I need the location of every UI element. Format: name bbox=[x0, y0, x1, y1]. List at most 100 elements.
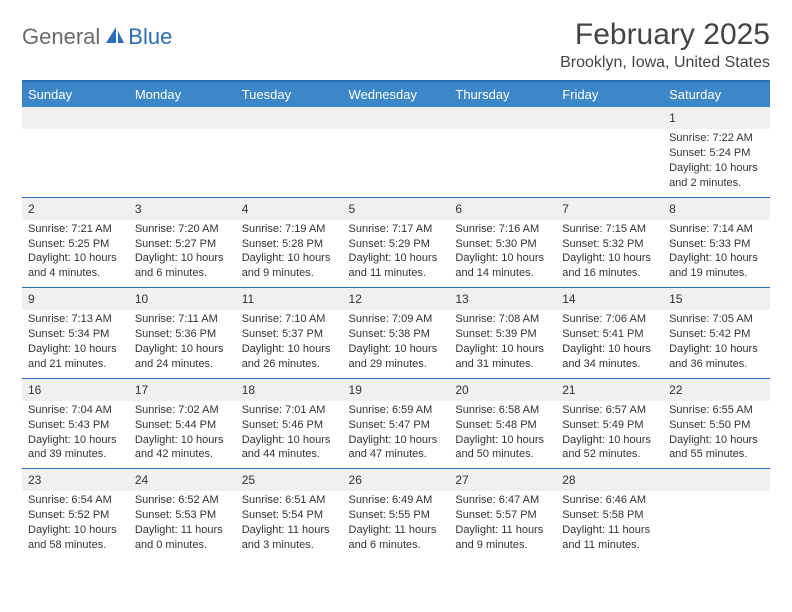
sunrise-line: Sunrise: 6:54 AM bbox=[28, 493, 123, 508]
daylight-line: Daylight: 11 hours and 0 minutes. bbox=[135, 523, 230, 553]
sunset-line: Sunset: 5:50 PM bbox=[669, 418, 764, 433]
day-detail-cell bbox=[236, 129, 343, 197]
logo-text-blue: Blue bbox=[128, 24, 172, 50]
sunset-line: Sunset: 5:41 PM bbox=[562, 327, 657, 342]
calendar-table: Sunday Monday Tuesday Wednesday Thursday… bbox=[22, 80, 770, 559]
day-number-cell: 4 bbox=[236, 197, 343, 220]
day-detail-cell: Sunrise: 7:02 AMSunset: 5:44 PMDaylight:… bbox=[129, 401, 236, 469]
sunrise-line: Sunrise: 7:16 AM bbox=[455, 222, 550, 237]
sunset-line: Sunset: 5:46 PM bbox=[242, 418, 337, 433]
sunset-line: Sunset: 5:24 PM bbox=[669, 146, 764, 161]
daylight-line: Daylight: 10 hours and 2 minutes. bbox=[669, 161, 764, 191]
sunrise-line: Sunrise: 6:46 AM bbox=[562, 493, 657, 508]
detail-row: Sunrise: 7:13 AMSunset: 5:34 PMDaylight:… bbox=[22, 310, 770, 378]
day-number-cell: 22 bbox=[663, 378, 770, 401]
daylight-line: Daylight: 11 hours and 3 minutes. bbox=[242, 523, 337, 553]
day-number-cell bbox=[556, 107, 663, 129]
sunrise-line: Sunrise: 7:01 AM bbox=[242, 403, 337, 418]
sunrise-line: Sunrise: 6:59 AM bbox=[349, 403, 444, 418]
sunset-line: Sunset: 5:57 PM bbox=[455, 508, 550, 523]
day-number-cell: 24 bbox=[129, 469, 236, 492]
daylight-line: Daylight: 10 hours and 11 minutes. bbox=[349, 251, 444, 281]
sunset-line: Sunset: 5:54 PM bbox=[242, 508, 337, 523]
day-detail-cell bbox=[343, 129, 450, 197]
sunset-line: Sunset: 5:37 PM bbox=[242, 327, 337, 342]
day-detail-cell: Sunrise: 7:19 AMSunset: 5:28 PMDaylight:… bbox=[236, 220, 343, 288]
daylight-line: Daylight: 10 hours and 55 minutes. bbox=[669, 433, 764, 463]
sunrise-line: Sunrise: 7:11 AM bbox=[135, 312, 230, 327]
day-number-cell bbox=[129, 107, 236, 129]
day-number-cell: 6 bbox=[449, 197, 556, 220]
daylight-line: Daylight: 10 hours and 34 minutes. bbox=[562, 342, 657, 372]
sunset-line: Sunset: 5:52 PM bbox=[28, 508, 123, 523]
weekday-header: Monday bbox=[129, 81, 236, 107]
sunrise-line: Sunrise: 6:57 AM bbox=[562, 403, 657, 418]
day-number-cell: 13 bbox=[449, 288, 556, 311]
day-number-cell: 7 bbox=[556, 197, 663, 220]
day-detail-cell: Sunrise: 7:04 AMSunset: 5:43 PMDaylight:… bbox=[22, 401, 129, 469]
day-detail-cell: Sunrise: 7:15 AMSunset: 5:32 PMDaylight:… bbox=[556, 220, 663, 288]
day-number-cell bbox=[236, 107, 343, 129]
day-detail-cell bbox=[663, 491, 770, 558]
sunset-line: Sunset: 5:58 PM bbox=[562, 508, 657, 523]
daynum-row: 9101112131415 bbox=[22, 288, 770, 311]
daylight-line: Daylight: 11 hours and 6 minutes. bbox=[349, 523, 444, 553]
sunrise-line: Sunrise: 7:02 AM bbox=[135, 403, 230, 418]
day-detail-cell: Sunrise: 7:11 AMSunset: 5:36 PMDaylight:… bbox=[129, 310, 236, 378]
weekday-header: Friday bbox=[556, 81, 663, 107]
day-number-cell: 17 bbox=[129, 378, 236, 401]
day-detail-cell: Sunrise: 6:47 AMSunset: 5:57 PMDaylight:… bbox=[449, 491, 556, 558]
daylight-line: Daylight: 10 hours and 44 minutes. bbox=[242, 433, 337, 463]
day-number-cell: 26 bbox=[343, 469, 450, 492]
sunrise-line: Sunrise: 7:06 AM bbox=[562, 312, 657, 327]
daylight-line: Daylight: 10 hours and 19 minutes. bbox=[669, 251, 764, 281]
day-number-cell: 28 bbox=[556, 469, 663, 492]
day-number-cell bbox=[663, 469, 770, 492]
sunrise-line: Sunrise: 7:15 AM bbox=[562, 222, 657, 237]
day-detail-cell: Sunrise: 7:01 AMSunset: 5:46 PMDaylight:… bbox=[236, 401, 343, 469]
sunrise-line: Sunrise: 6:52 AM bbox=[135, 493, 230, 508]
title-block: February 2025 Brooklyn, Iowa, United Sta… bbox=[560, 18, 770, 72]
daylight-line: Daylight: 10 hours and 16 minutes. bbox=[562, 251, 657, 281]
logo: General Blue bbox=[22, 18, 172, 50]
sunrise-line: Sunrise: 7:08 AM bbox=[455, 312, 550, 327]
day-number-cell: 23 bbox=[22, 469, 129, 492]
sunset-line: Sunset: 5:43 PM bbox=[28, 418, 123, 433]
day-number-cell: 2 bbox=[22, 197, 129, 220]
daylight-line: Daylight: 10 hours and 26 minutes. bbox=[242, 342, 337, 372]
daylight-line: Daylight: 10 hours and 52 minutes. bbox=[562, 433, 657, 463]
sunset-line: Sunset: 5:47 PM bbox=[349, 418, 444, 433]
day-number-cell: 12 bbox=[343, 288, 450, 311]
day-detail-cell: Sunrise: 7:21 AMSunset: 5:25 PMDaylight:… bbox=[22, 220, 129, 288]
sunrise-line: Sunrise: 7:21 AM bbox=[28, 222, 123, 237]
sunrise-line: Sunrise: 6:55 AM bbox=[669, 403, 764, 418]
sunset-line: Sunset: 5:29 PM bbox=[349, 237, 444, 252]
sunrise-line: Sunrise: 6:51 AM bbox=[242, 493, 337, 508]
daylight-line: Daylight: 10 hours and 47 minutes. bbox=[349, 433, 444, 463]
day-detail-cell: Sunrise: 6:52 AMSunset: 5:53 PMDaylight:… bbox=[129, 491, 236, 558]
day-detail-cell: Sunrise: 7:09 AMSunset: 5:38 PMDaylight:… bbox=[343, 310, 450, 378]
daynum-row: 16171819202122 bbox=[22, 378, 770, 401]
day-number-cell: 14 bbox=[556, 288, 663, 311]
sunrise-line: Sunrise: 7:10 AM bbox=[242, 312, 337, 327]
logo-text-general: General bbox=[22, 24, 100, 50]
weekday-header-row: Sunday Monday Tuesday Wednesday Thursday… bbox=[22, 81, 770, 107]
sunrise-line: Sunrise: 7:20 AM bbox=[135, 222, 230, 237]
sunset-line: Sunset: 5:53 PM bbox=[135, 508, 230, 523]
day-number-cell bbox=[22, 107, 129, 129]
day-number-cell: 16 bbox=[22, 378, 129, 401]
day-detail-cell: Sunrise: 7:06 AMSunset: 5:41 PMDaylight:… bbox=[556, 310, 663, 378]
header: General Blue February 2025 Brooklyn, Iow… bbox=[22, 18, 770, 72]
day-detail-cell bbox=[449, 129, 556, 197]
day-number-cell: 11 bbox=[236, 288, 343, 311]
daylight-line: Daylight: 10 hours and 6 minutes. bbox=[135, 251, 230, 281]
sunrise-line: Sunrise: 7:04 AM bbox=[28, 403, 123, 418]
month-title: February 2025 bbox=[560, 18, 770, 52]
day-detail-cell: Sunrise: 7:10 AMSunset: 5:37 PMDaylight:… bbox=[236, 310, 343, 378]
day-detail-cell: Sunrise: 6:46 AMSunset: 5:58 PMDaylight:… bbox=[556, 491, 663, 558]
logo-sail-icon bbox=[105, 26, 125, 49]
day-detail-cell bbox=[129, 129, 236, 197]
daylight-line: Daylight: 10 hours and 36 minutes. bbox=[669, 342, 764, 372]
sunset-line: Sunset: 5:38 PM bbox=[349, 327, 444, 342]
day-number-cell: 5 bbox=[343, 197, 450, 220]
